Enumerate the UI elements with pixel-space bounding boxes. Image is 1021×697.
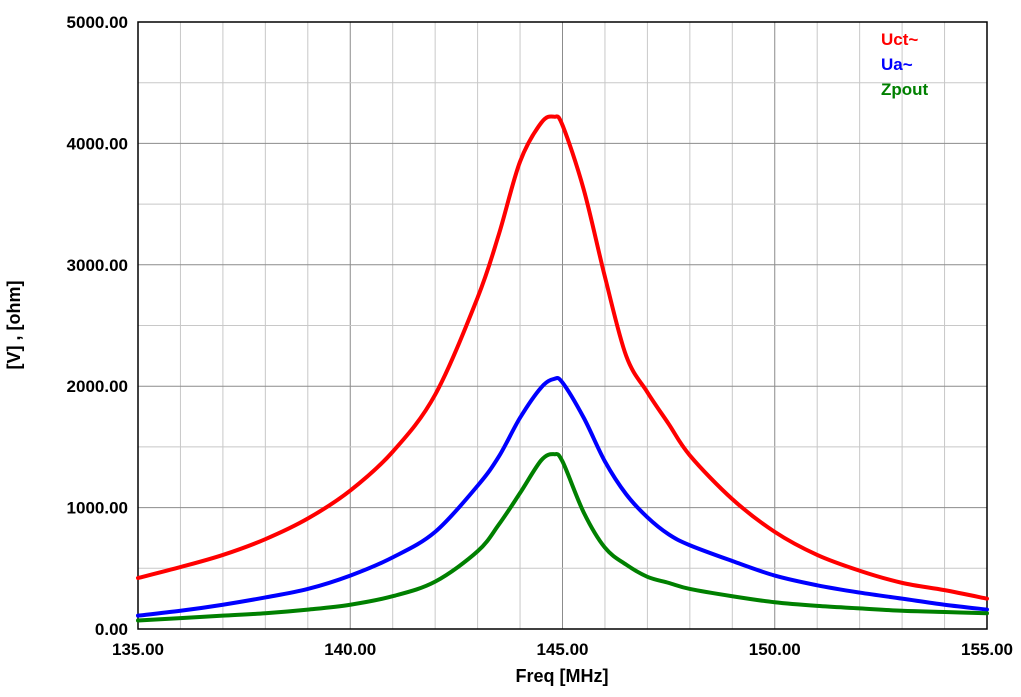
x-axis-label: Freq [MHz]	[516, 666, 609, 686]
plot-frame	[137, 21, 988, 630]
y-axis-ticks: 0.00 1000.00 2000.00 3000.00 4000.00 5000.00	[67, 13, 128, 639]
legend-entry-ua: Ua~	[881, 55, 913, 74]
legend-entry-zpout: Zpout	[881, 80, 929, 99]
grid-lines	[138, 22, 987, 629]
x-tick-label: 140.00	[324, 640, 376, 659]
y-tick-label: 0.00	[95, 620, 128, 639]
x-axis-ticks: 135.00 140.00 145.00 150.00 155.00	[112, 640, 1013, 659]
x-tick-label: 155.00	[961, 640, 1013, 659]
x-tick-label: 145.00	[537, 640, 589, 659]
x-tick-label: 135.00	[112, 640, 164, 659]
y-tick-label: 3000.00	[67, 256, 128, 275]
y-tick-label: 5000.00	[67, 13, 128, 32]
series-lines	[136, 114, 989, 623]
series-line-zpout	[136, 452, 989, 623]
legend: Uct~ Ua~ Zpout	[881, 30, 929, 99]
legend-entry-uct: Uct~	[881, 30, 918, 49]
y-axis-label: [V] , [ohm]	[4, 281, 24, 370]
series-line-uct	[136, 114, 989, 601]
y-tick-label: 1000.00	[67, 499, 128, 518]
y-tick-label: 4000.00	[67, 134, 128, 153]
y-tick-label: 2000.00	[67, 377, 128, 396]
x-tick-label: 150.00	[749, 640, 801, 659]
series-line-ua	[136, 376, 989, 618]
